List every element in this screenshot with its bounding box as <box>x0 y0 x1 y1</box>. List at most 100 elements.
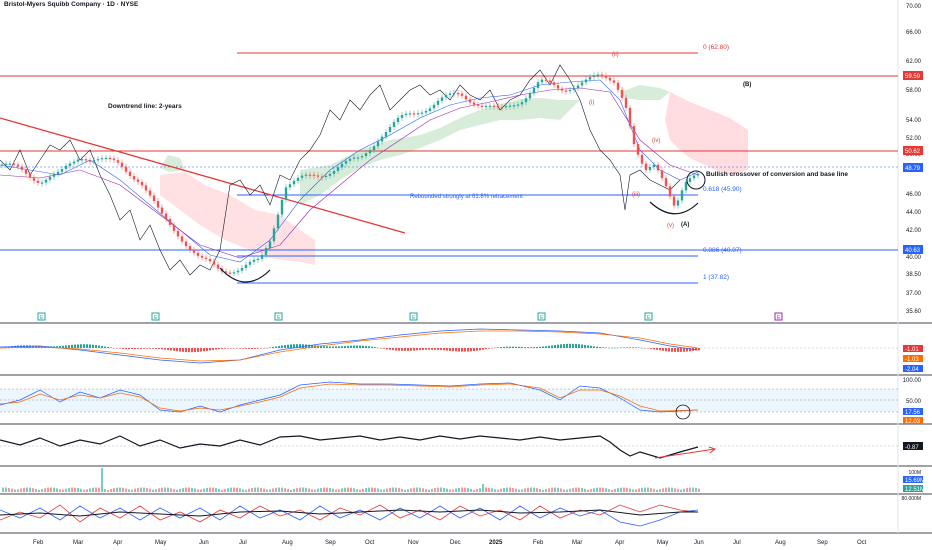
time-axis-label: May <box>155 540 166 546</box>
lagging-span <box>0 64 681 276</box>
macd-bar <box>215 348 217 350</box>
volume-bar <box>353 488 355 492</box>
macd-bar <box>515 346 517 348</box>
downtrend-line[interactable] <box>0 117 406 234</box>
macd-bar <box>617 347 619 349</box>
candle-body <box>228 272 232 274</box>
macd-bar <box>353 345 355 348</box>
candle-body <box>384 132 388 137</box>
price-tick: 54.00 <box>906 118 922 124</box>
macd-bar <box>227 348 229 349</box>
volume-bar <box>440 487 442 492</box>
macd-bar <box>167 348 169 350</box>
volume-bar <box>446 488 448 492</box>
price-tick: 58.00 <box>906 88 922 94</box>
volume-bar <box>671 487 673 492</box>
volume-bar <box>572 487 574 492</box>
volume-bar <box>683 488 685 492</box>
macd-bar <box>689 348 691 352</box>
macd-label: -1.01 <box>905 347 919 353</box>
volume-bar <box>239 488 241 492</box>
candle-body <box>188 246 192 250</box>
time-axis-label: Dec <box>450 540 461 546</box>
volume-bar <box>14 489 16 492</box>
macd-bar <box>158 348 160 350</box>
volume-bar <box>296 488 298 492</box>
volume-bar <box>617 488 619 492</box>
volume-bar <box>38 489 40 492</box>
macd-bar <box>545 346 547 348</box>
svg-text:E: E <box>777 315 781 321</box>
macd-bar <box>332 346 334 348</box>
candle-body <box>468 99 472 103</box>
volume-bar <box>512 487 514 492</box>
candle-body <box>248 261 252 265</box>
candle-body <box>604 75 608 78</box>
volume-bar <box>641 487 643 492</box>
volume-bar <box>410 488 412 492</box>
volume-bar <box>692 487 694 492</box>
macd-bar <box>485 348 487 350</box>
macd-bar <box>593 346 595 348</box>
macd-pane: -1.01 -1.03 -2.04 <box>0 328 923 373</box>
volume-bar <box>491 488 493 492</box>
macd-bar <box>29 345 31 348</box>
volume-bar <box>596 487 598 492</box>
candle-body <box>260 255 264 259</box>
volume-bar <box>494 489 496 492</box>
wave-labels: (B) (A) (i) (ii) (iii) (iv) (v) Rebounde… <box>410 52 751 229</box>
macd-bar <box>236 348 238 349</box>
macd-bar <box>563 344 565 348</box>
volume-bar <box>233 487 235 492</box>
candle-body <box>616 82 620 90</box>
time-axis-label: Apr <box>615 540 624 546</box>
macd-bar <box>101 345 103 348</box>
candle-body <box>504 106 508 108</box>
volume-bar <box>278 487 280 492</box>
volume-bar <box>11 488 13 492</box>
chart-title: Bristol-Myers Squibb Company · 1D · NYSE <box>4 1 139 8</box>
volume-bar <box>398 488 400 492</box>
macd-bar <box>65 345 67 348</box>
volume-bar <box>269 489 271 492</box>
volume-bar <box>152 489 154 492</box>
volume-bar <box>272 488 274 492</box>
svg-text:E: E <box>40 315 44 321</box>
volume-bar <box>488 487 490 492</box>
candle-body <box>56 171 60 174</box>
volume-bar <box>434 488 436 492</box>
volume-bar <box>443 487 445 492</box>
candle-body <box>272 228 276 242</box>
volume-bar <box>464 487 466 492</box>
macd-bar <box>185 348 187 353</box>
fib-label-0886: 0.886 (40.07) <box>703 247 742 254</box>
volume-bar <box>53 487 55 492</box>
volume-bar <box>383 489 385 492</box>
volume-bar <box>623 487 625 492</box>
candle-body <box>424 110 428 113</box>
time-axis-label: Feb <box>533 540 544 546</box>
volume-bar <box>395 487 397 492</box>
macd-bar <box>569 343 571 348</box>
macd-bar <box>362 345 364 348</box>
macd-bar <box>128 348 130 350</box>
candle-body <box>152 195 156 202</box>
time-axis-label: May <box>657 540 668 546</box>
volume-bar <box>221 489 223 492</box>
fib-labels: 0 (62.80) 0.618 (45.90) 0.886 (40.07) 1 … <box>703 44 742 281</box>
cloud-green-3 <box>160 155 185 172</box>
macd-bar <box>578 344 580 348</box>
macd-bar <box>80 344 82 348</box>
candle-body <box>428 108 432 111</box>
macd-bar <box>596 346 598 348</box>
macd-bar <box>146 348 148 349</box>
volume-bar <box>500 488 502 492</box>
event-markers[interactable]: E E E E E E E <box>37 312 783 321</box>
macd-bar <box>134 348 136 350</box>
corr-pane: -0.87 <box>0 435 923 459</box>
candle-body <box>520 102 524 105</box>
candle-body <box>160 207 164 214</box>
macd-bar <box>695 348 697 351</box>
macd-bar <box>614 347 616 349</box>
